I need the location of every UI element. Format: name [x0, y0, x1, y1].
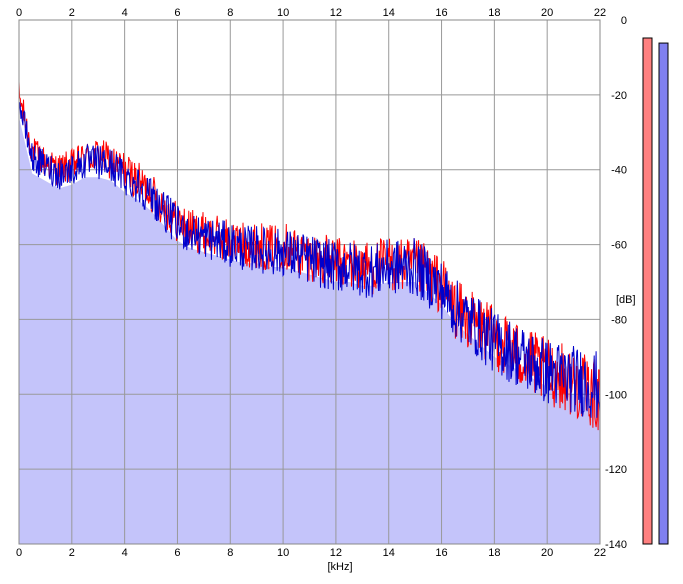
x-tick-bottom-label: 4: [122, 547, 128, 559]
x-tick-top-label: 6: [174, 7, 180, 19]
y-tick-label: -100: [605, 389, 627, 401]
x-tick-bottom-label: 18: [488, 547, 500, 559]
x-tick-bottom-label: 8: [227, 547, 233, 559]
line-layer: [18, 81, 601, 431]
meter-left: [642, 37, 653, 545]
x-tick-top-label: 0: [16, 7, 22, 19]
y-axis-label: [dB]: [616, 294, 636, 306]
x-tick-bottom-label: 0: [16, 547, 22, 559]
x-ticks-bottom: 0 2 4 6 8 10 12 14 16 18 20 22: [16, 547, 606, 559]
y-tick-label: 0: [621, 15, 627, 27]
x-tick-top-label: 20: [541, 7, 553, 19]
x-tick-top-label: 4: [122, 7, 128, 19]
x-tick-top-label: 2: [69, 7, 75, 19]
x-tick-top-label: 8: [227, 7, 233, 19]
x-tick-top-label: 22: [594, 7, 606, 19]
spectrum-fill: [19, 117, 600, 545]
x-tick-top-label: 14: [383, 7, 395, 19]
x-tick-bottom-label: 10: [277, 547, 289, 559]
y-tick-label: -60: [611, 240, 627, 252]
x-tick-bottom-label: 14: [383, 547, 395, 559]
y-tick-label: -20: [611, 90, 627, 102]
plot-border: [18, 19, 601, 545]
x-tick-bottom-label: 12: [330, 547, 342, 559]
meter-right: [658, 42, 669, 545]
x-tick-bottom-label: 22: [594, 547, 606, 559]
y-tick-label: -120: [605, 464, 627, 476]
y-tick-label: -40: [611, 165, 627, 177]
x-tick-bottom-label: 6: [174, 547, 180, 559]
x-tick-top-label: 10: [277, 7, 289, 19]
x-tick-bottom-label: 2: [69, 547, 75, 559]
x-axis-label: [kHz]: [327, 561, 352, 573]
y-tick-label: -140: [605, 539, 627, 551]
level-meters: [642, 37, 669, 545]
x-tick-top-label: 16: [435, 7, 447, 19]
x-tick-top-label: 12: [330, 7, 342, 19]
spectrum-line-right: [18, 102, 601, 418]
y-ticks: 0 -20 -40 -60 -80 -100 -120 -140: [605, 15, 627, 551]
y-tick-label: -80: [611, 314, 627, 326]
fill-layer: [19, 117, 600, 545]
x-tick-bottom-label: 20: [541, 547, 553, 559]
x-ticks-top: 0 2 4 6 8 10 12 14 16 18 20 22: [16, 7, 606, 19]
x-tick-top-label: 18: [488, 7, 500, 19]
x-tick-bottom-label: 16: [435, 547, 447, 559]
